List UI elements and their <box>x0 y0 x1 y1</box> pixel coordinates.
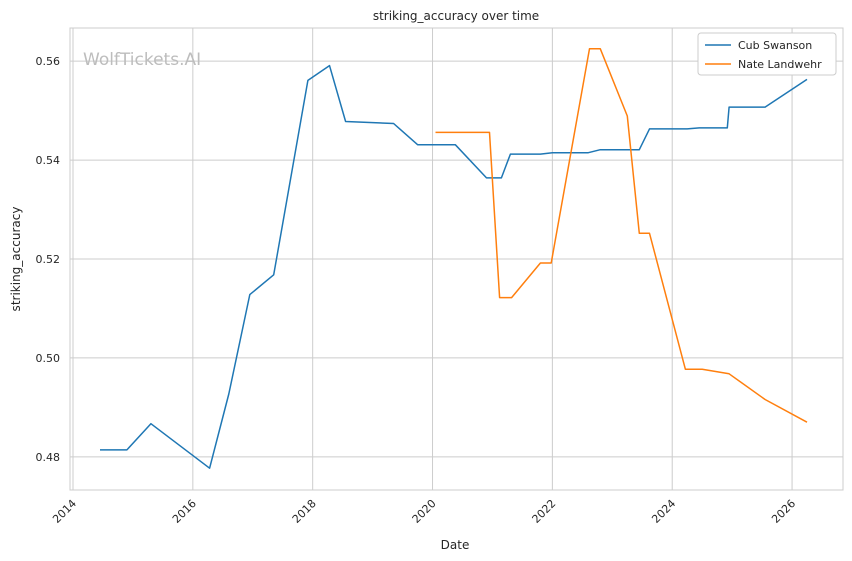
data-point-cub-swanson <box>345 121 347 123</box>
y-axis-label: striking_accuracy <box>9 207 23 312</box>
data-point-nate-landwehr <box>649 233 651 235</box>
data-point-cub-swanson <box>455 144 457 146</box>
data-point-cub-swanson <box>417 144 419 146</box>
x-axis-label: Date <box>441 538 470 552</box>
data-point-nate-landwehr <box>627 115 629 117</box>
data-point-cub-swanson <box>728 106 730 108</box>
series-lines <box>99 48 808 469</box>
data-point-cub-swanson <box>639 149 641 151</box>
data-point-nate-landwehr <box>435 132 437 134</box>
y-tick-label: 0.52 <box>36 253 61 266</box>
data-point-cub-swanson <box>698 127 700 129</box>
plot-area-frame <box>69 27 844 491</box>
y-axis-ticks: 0.48 0.50 0.52 0.54 0.56 <box>36 55 61 464</box>
data-point-cub-swanson <box>249 294 251 296</box>
legend-label-nate-landwehr: Nate Landwehr <box>738 58 822 71</box>
series-line-cub-swanson <box>100 64 808 469</box>
data-point-cub-swanson <box>99 449 101 451</box>
data-point-cub-swanson <box>649 128 651 130</box>
chart-title: striking_accuracy over time <box>373 9 539 23</box>
y-tick-label: 0.54 <box>36 154 61 167</box>
data-point-cub-swanson <box>273 274 275 276</box>
data-point-cub-swanson <box>228 393 230 395</box>
data-point-cub-swanson <box>540 153 542 155</box>
data-point-cub-swanson <box>486 177 488 179</box>
y-tick-label: 0.56 <box>36 55 61 68</box>
data-point-nate-landwehr <box>550 262 552 264</box>
data-point-nate-landwehr <box>511 297 513 299</box>
data-point-nate-landwehr <box>685 369 687 371</box>
data-point-cub-swanson <box>150 423 152 425</box>
data-point-nate-landwehr <box>806 421 808 423</box>
y-tick-label: 0.48 <box>36 451 61 464</box>
data-point-cub-swanson <box>686 128 688 130</box>
data-point-cub-swanson <box>126 449 128 451</box>
series-line-nate-landwehr <box>435 48 808 423</box>
data-point-cub-swanson <box>588 152 590 154</box>
data-point-cub-swanson <box>209 467 211 469</box>
legend-label-cub-swanson: Cub Swanson <box>738 39 812 52</box>
data-point-nate-landwehr <box>499 297 501 299</box>
legend: Cub Swanson Nate Landwehr <box>697 32 837 76</box>
data-point-cub-swanson <box>510 153 512 155</box>
data-point-cub-swanson <box>329 65 331 67</box>
data-point-nate-landwehr <box>600 48 602 50</box>
data-point-nate-landwehr <box>764 399 766 401</box>
legend-box <box>697 32 837 76</box>
y-tick-label: 0.50 <box>36 352 61 365</box>
data-point-cub-swanson <box>727 127 729 129</box>
data-point-nate-landwehr <box>589 48 591 50</box>
data-point-nate-landwehr <box>639 233 641 235</box>
data-point-cub-swanson <box>307 80 309 82</box>
data-point-nate-landwehr <box>489 132 491 134</box>
data-point-nate-landwehr <box>701 369 703 371</box>
data-point-cub-swanson <box>552 152 554 154</box>
data-point-cub-swanson <box>600 149 602 151</box>
watermark: WolfTickets.AI <box>83 50 201 70</box>
data-point-cub-swanson <box>764 106 766 108</box>
data-point-nate-landwehr <box>728 373 730 375</box>
data-point-cub-swanson <box>501 177 503 179</box>
data-point-cub-swanson <box>806 79 808 81</box>
data-point-nate-landwehr <box>540 262 542 264</box>
data-point-cub-swanson <box>393 123 395 125</box>
